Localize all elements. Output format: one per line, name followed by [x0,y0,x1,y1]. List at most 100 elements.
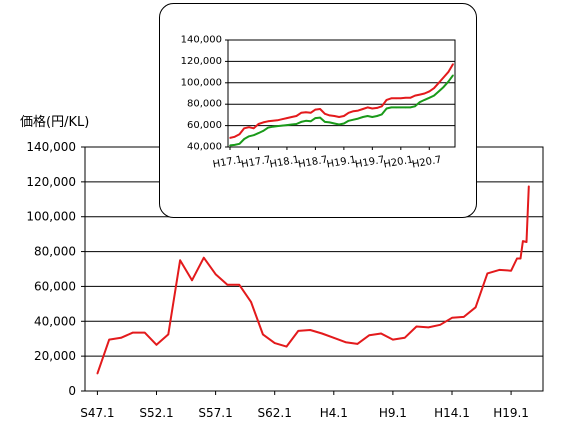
inset-data-point [324,121,326,123]
inset-data-point [248,135,250,138]
main-data-point [273,342,276,344]
inset-data-point [442,76,445,79]
main-data-point [439,323,441,326]
main-data-point [392,338,394,341]
inset-data-point [309,120,312,123]
inset-data-point [423,92,426,95]
inset-x-tick-label: H17.1 [212,155,243,171]
main-data-point [96,372,99,375]
inset-y-tick-label: 80,000 [187,99,222,110]
main-data-point [380,332,382,335]
inset-data-point [338,116,340,118]
main-data-point [528,185,530,188]
inset-x-tick-label: H19.1 [326,155,357,171]
inset-data-point [243,138,246,140]
inset-data-point [428,90,431,93]
inset-data-point [229,144,231,147]
inset-data-point [347,111,350,114]
inset-data-point [371,116,374,118]
main-data-point [202,256,205,259]
inset-data-point [357,109,359,112]
main-data-point [191,279,193,282]
inset-data-point [290,123,293,126]
inset-data-point [314,117,317,119]
main-data-point [321,332,323,335]
inset-x-tick-label: H18.7 [297,155,328,171]
inset-data-point [267,120,269,123]
inset-data-point [437,90,440,93]
main-y-tick-label: 0 [68,384,76,398]
inset-data-point [404,96,407,99]
inset-y-tick-label: 100,000 [181,77,222,88]
inset-data-point [433,87,435,89]
main-data-point [344,341,347,344]
inset-data-point [418,101,421,103]
inset-data-point [262,121,265,124]
main-data-point [132,331,134,334]
main-data-point [403,337,406,339]
inset-data-point [276,119,279,122]
main-data-point [108,338,111,341]
main-data-point [309,329,311,331]
main-data-point [155,344,158,346]
main-data-point [226,283,229,286]
inset-data-point [433,94,435,97]
inset-data-point [328,121,331,124]
main-data-point [332,337,335,339]
main-data-point [415,325,418,328]
inset-data-point [267,126,269,129]
inset-data-point [437,82,440,84]
inset-data-point [229,137,231,139]
inset-data-point [390,106,393,109]
main-data-point [498,269,501,271]
inset-data-point [362,116,364,118]
main-data-point [143,331,146,334]
inset-data-point [328,114,331,117]
inset-data-point [271,125,274,128]
main-data-point [297,330,300,332]
main-y-tick-label: 60,000 [34,279,76,293]
inset-y-tick-label: 60,000 [187,120,222,131]
main-y-tick-label: 100,000 [26,210,76,224]
inset-data-point [366,106,369,109]
inset-data-point [343,122,345,125]
inset-data-point [428,96,431,99]
inset-data-point [290,116,293,118]
inset-data-point [423,99,426,101]
inset-data-point [309,111,312,114]
inset-data-point [295,123,298,125]
inset-data-point [400,97,402,100]
inset-x-tick-label: H20.1 [383,155,414,171]
inset-data-point [390,97,393,100]
inset-x-tick-label: H18.1 [269,155,300,171]
inset-data-point [357,117,359,120]
inset-data-point [376,107,378,109]
main-y-tick-label: 80,000 [34,245,76,259]
inset-data-point [385,99,388,101]
inset-data-point [442,86,445,88]
main-y-tick-label: 40,000 [34,314,76,328]
inset-data-point [395,106,397,109]
main-data-point [120,337,122,339]
main-x-tick-label: S52.1 [139,406,173,420]
inset-data-point [333,115,336,117]
inset-y-tick-label: 40,000 [187,142,222,153]
inset-data-point [281,124,283,127]
main-data-point [427,326,430,329]
inset-data-point [385,107,388,110]
inset-data-point [314,108,317,111]
main-data-point [285,345,288,348]
inset-data-point [281,118,283,120]
inset-data-point [343,115,345,117]
main-data-point [356,343,359,345]
inset-data-point [305,111,307,114]
inset-data-point [319,108,321,110]
inset-data-point [418,93,421,96]
inset-data-point [381,105,383,108]
inset-data-point [381,113,383,116]
inset-data-point [409,96,412,99]
main-data-point [486,272,489,275]
inset-x-tick-label: H17.7 [240,155,271,171]
inset-data-point [447,80,450,83]
inset-y-tick-label: 140,000 [181,35,222,46]
